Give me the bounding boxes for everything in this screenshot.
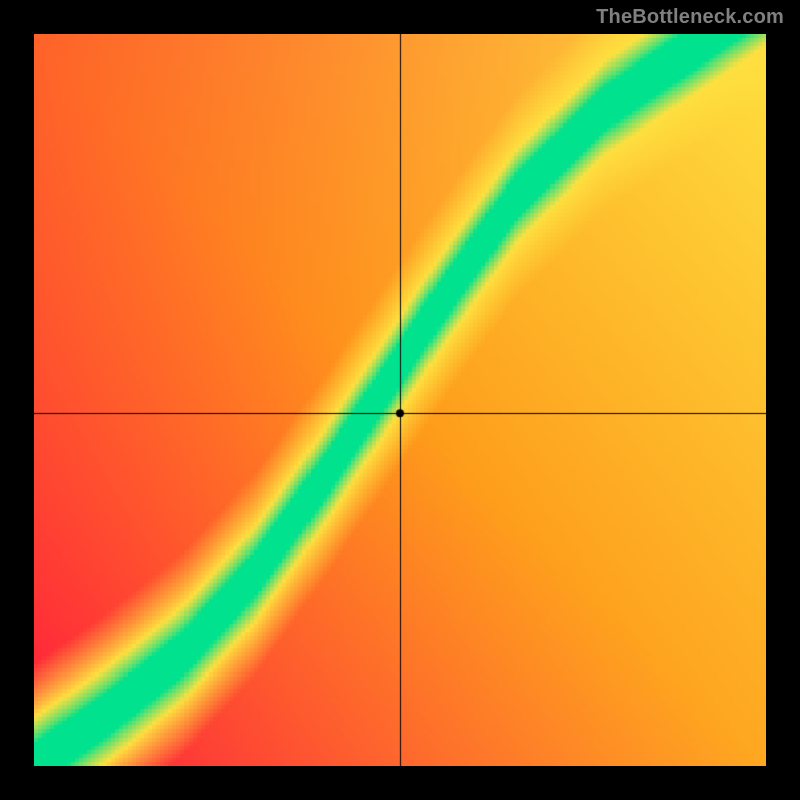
watermark-text: TheBottleneck.com [596,6,784,29]
chart-frame: TheBottleneck.com [0,0,800,800]
heatmap-canvas [34,34,766,766]
